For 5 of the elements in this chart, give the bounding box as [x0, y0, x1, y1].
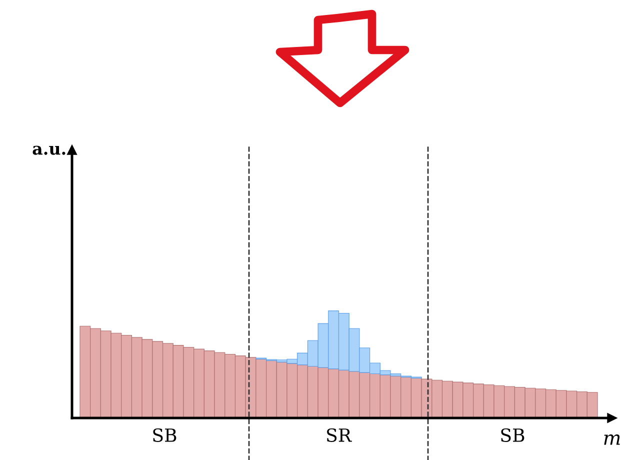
text: SB: [501, 428, 524, 442]
text: a.u.: [32, 146, 66, 155]
text: SB: [153, 428, 176, 442]
x-axis-title: m: [604, 434, 620, 445]
text: SR: [327, 428, 352, 442]
